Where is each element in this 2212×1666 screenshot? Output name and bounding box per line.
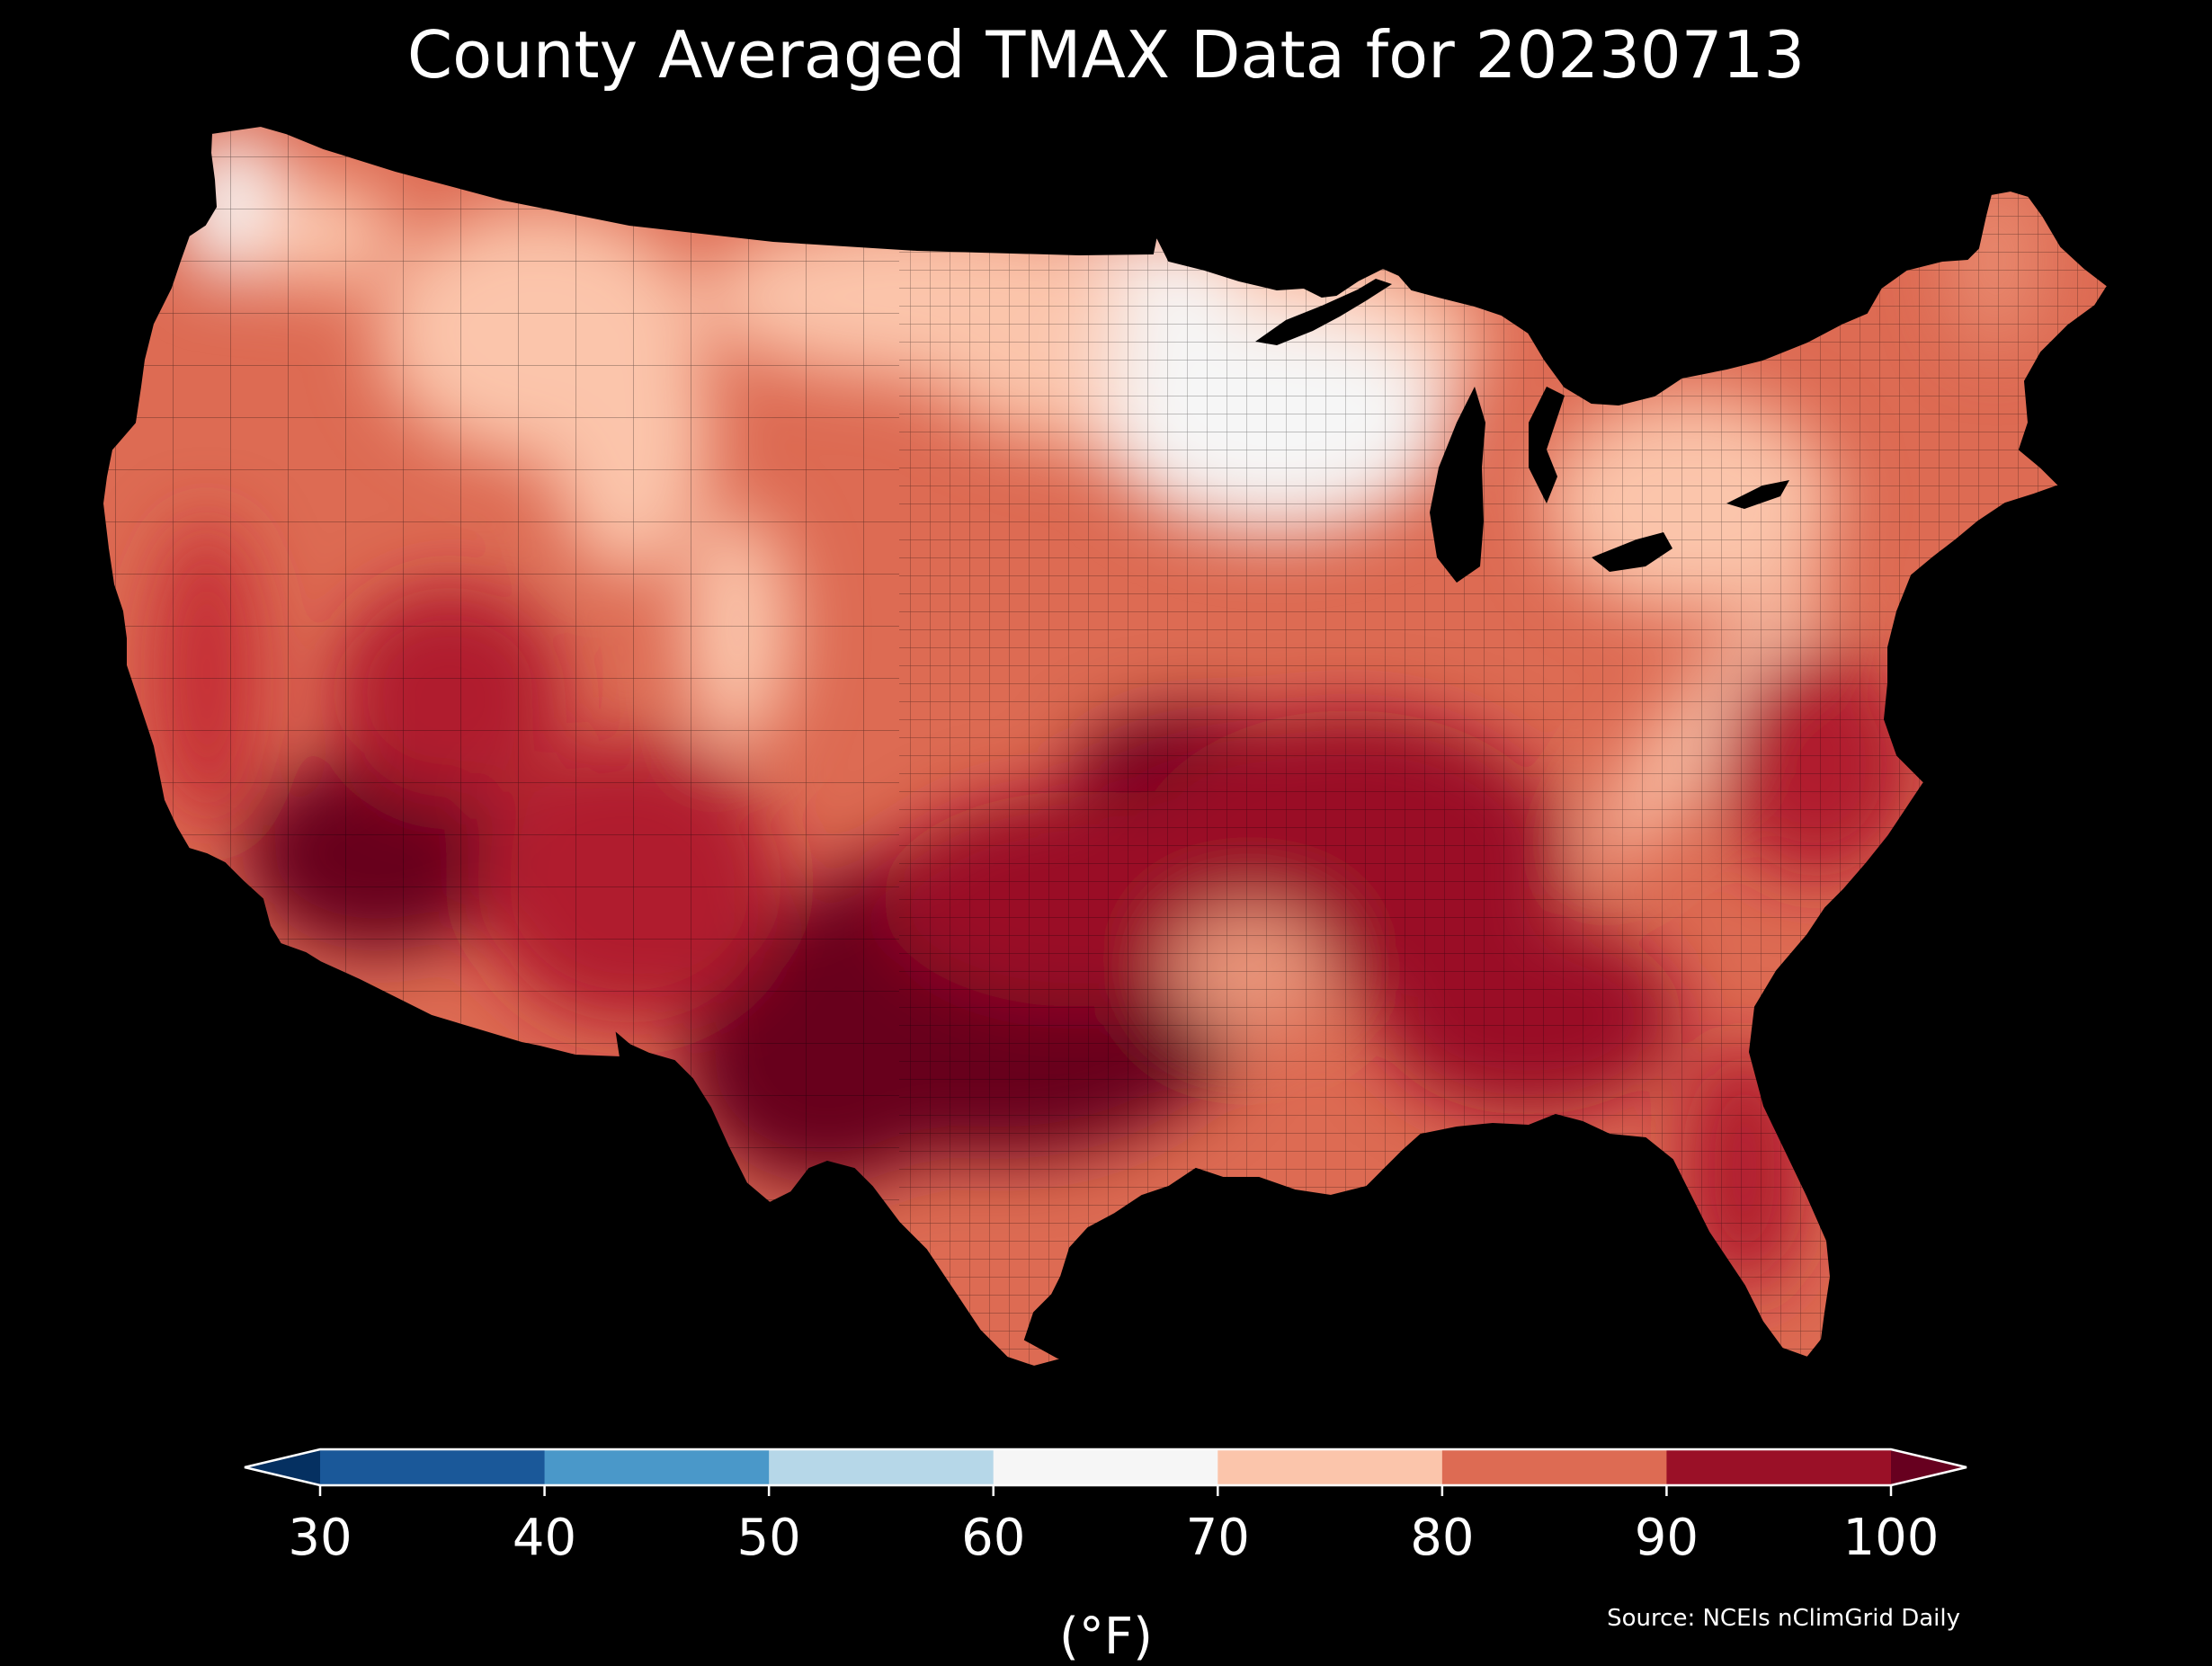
colorbar-tick-label: 50 [736, 1509, 801, 1567]
source-credit: Source: NCEIs nClimGrid Daily [1607, 1605, 1960, 1632]
colorbar-tick-label: 80 [1410, 1509, 1475, 1567]
colorbar-bin [320, 1449, 546, 1485]
colorbar-tick-label: 70 [1185, 1509, 1250, 1567]
colorbar-bin [1441, 1449, 1667, 1485]
colorbar-over-extension [1891, 1449, 1967, 1485]
map-title: County Averaged TMAX Data for 20230713 [406, 17, 1806, 93]
colorbar-tick-label: 100 [1842, 1509, 1940, 1567]
colorbar-unit-label: (°F) [1059, 1608, 1153, 1666]
colorbar-tick-label: 40 [512, 1509, 577, 1567]
colorbar-bin [544, 1449, 770, 1485]
colorbar-bin [769, 1449, 995, 1485]
colorbar-bin [993, 1449, 1218, 1485]
colorbar-tick-label: 90 [1634, 1509, 1699, 1567]
colorbar-tick-label: 60 [961, 1509, 1026, 1567]
colorbar-under-extension [245, 1449, 320, 1485]
colorbar-bin [1217, 1449, 1443, 1485]
colorbar-bin [1666, 1449, 1892, 1485]
colorbar-tick-label: 30 [288, 1509, 352, 1567]
great-lakes [1255, 279, 1789, 583]
